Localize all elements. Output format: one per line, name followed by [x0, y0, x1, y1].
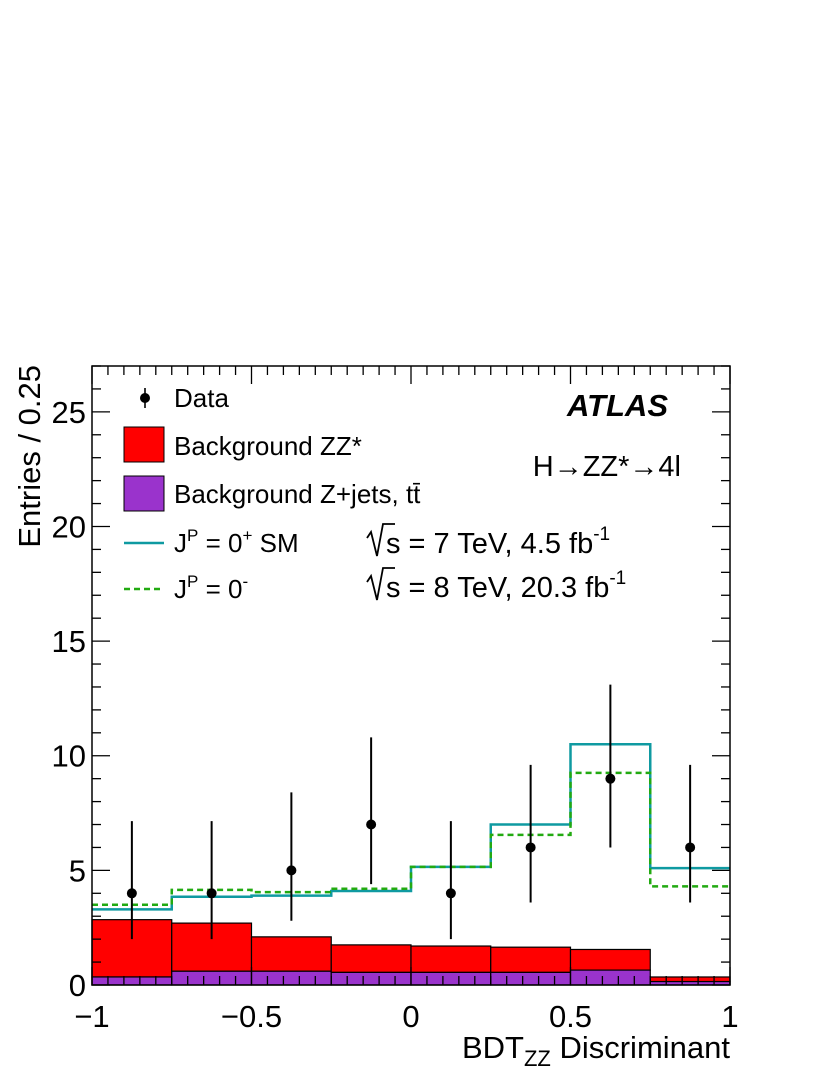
x-axis-title-subscript: ZZ — [524, 1046, 551, 1071]
sig-0minus-line — [92, 771, 730, 907]
bkg-zjets-bar — [330, 971, 412, 986]
y-tick-label: 10 — [52, 739, 86, 774]
data-point — [366, 819, 377, 830]
bkg-zz-bar — [569, 948, 651, 971]
sqrt-symbol — [366, 567, 395, 601]
data-point — [126, 888, 137, 899]
legend-sig-0plus-p: P — [187, 526, 198, 545]
x-axis-title-suffix: Discriminant — [551, 1030, 731, 1065]
bkg-zz-bar — [250, 936, 332, 972]
run2-label: s = 8 TeV, 20.3 fb-1 — [366, 567, 626, 604]
bkg-zjets-bar — [490, 971, 572, 986]
legend-sig-0plus-eq: = 0 — [198, 528, 242, 558]
x-axis-title: BDTZZ Discriminant — [462, 1030, 730, 1071]
legend-bkg-zz-label: Background ZZ* — [174, 431, 362, 461]
legend-bkg-zjets-label: Background Z+jets, tt̄ — [174, 479, 421, 509]
legend-sig-0minus-j: J — [174, 574, 187, 604]
legend: Data Background ZZ* Background Z+jets, t… — [123, 383, 421, 604]
y-axis-title: Entries / 0.25 — [12, 365, 47, 548]
legend-sig-0minus-p: P — [187, 572, 198, 591]
bkg-zjets-bar — [410, 971, 492, 986]
data-point — [685, 842, 696, 853]
x-tick-label: −0.5 — [221, 999, 282, 1034]
data-point — [206, 888, 217, 899]
signal-hypothesis-lines — [92, 743, 730, 911]
x-tick-label: 0 — [402, 999, 419, 1034]
y-tick-label: 15 — [52, 624, 86, 659]
bkg-zjets-bar — [91, 976, 173, 986]
legend-sig-0plus-j: J — [174, 528, 187, 558]
legend-sig-0plus-sm: SM — [252, 528, 298, 558]
run1-text-sup: -1 — [593, 524, 610, 545]
bkg-zz-bar — [410, 945, 492, 973]
legend-data-label: Data — [174, 383, 229, 413]
data-point — [605, 773, 616, 784]
run2-text-main: s = 8 TeV, 20.3 fb — [386, 572, 609, 604]
run1-label: s = 7 TeV, 4.5 fb-1 — [366, 523, 610, 560]
atlas-label: ATLAS — [566, 388, 668, 423]
bkg-zz-bar — [330, 944, 412, 973]
y-tick-label: 0 — [69, 968, 86, 1003]
y-tick-label: 25 — [52, 395, 86, 430]
bkg-zz-bar — [649, 976, 731, 983]
sqrt-symbol — [366, 523, 395, 557]
data-point — [525, 842, 536, 853]
data-point — [445, 888, 456, 899]
x-axis-title-main: BDT — [462, 1030, 524, 1065]
run1-text: s = 7 TeV, 4.5 fb-1 — [386, 524, 610, 560]
y-tick-label: 5 — [69, 853, 86, 888]
y-tick-label: 20 — [52, 509, 86, 544]
legend-bkg-zz-swatch — [123, 426, 165, 463]
bkg-zjets-bar — [569, 969, 651, 986]
legend-sig-0minus-parity: - — [242, 572, 248, 591]
run1-text-main: s = 7 TeV, 4.5 fb — [386, 528, 593, 560]
run2-text-sup: -1 — [609, 568, 626, 589]
legend-sig-0plus-parity: + — [242, 526, 252, 545]
bkg-zz-bar — [490, 946, 572, 973]
process-label: H→ZZ*→4l — [533, 451, 681, 483]
legend-bkg-zjets-swatch — [123, 475, 165, 512]
x-tick-label: −1 — [74, 999, 109, 1034]
data-point — [286, 865, 297, 876]
bkg-zjets-bar — [171, 970, 253, 986]
x-tick-label: 0.5 — [549, 999, 592, 1034]
run2-text: s = 8 TeV, 20.3 fb-1 — [386, 568, 626, 604]
x-tick-label: 1 — [721, 999, 738, 1034]
legend-sig-0plus-label: JP = 0+ SM — [174, 526, 299, 558]
data-points — [126, 684, 696, 940]
legend-sig-0minus-label: JP = 0- — [174, 572, 248, 604]
bkg-zjets-bar — [250, 970, 332, 986]
legend-sig-0minus-eq: = 0 — [198, 574, 242, 604]
